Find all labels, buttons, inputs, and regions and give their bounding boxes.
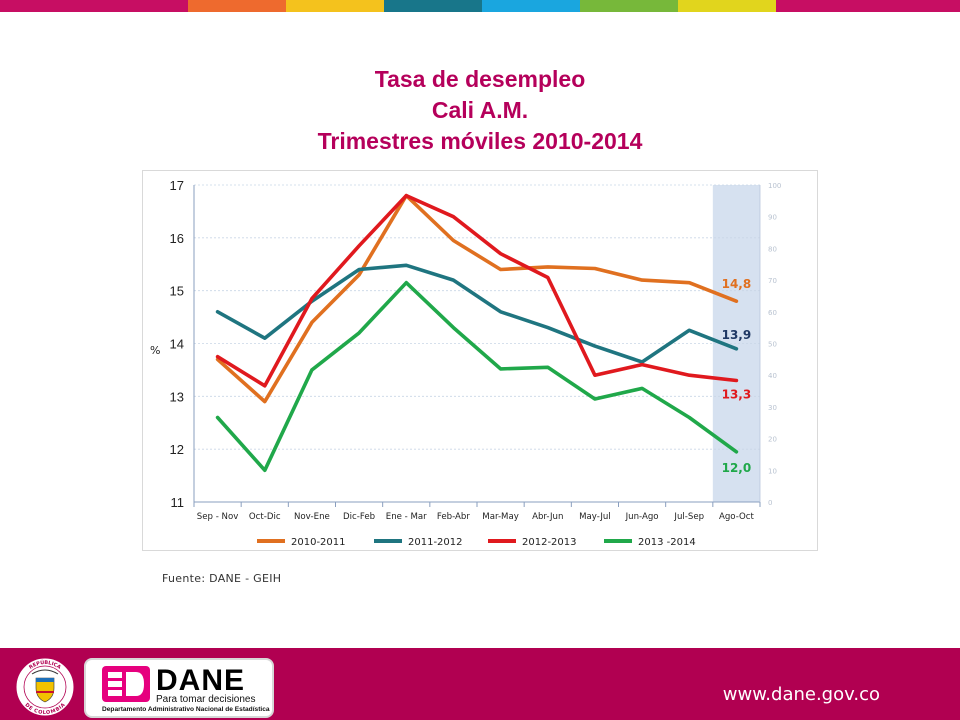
title-line-3: Trimestres móviles 2010-2014 <box>317 128 643 154</box>
top-bar-segment <box>384 0 482 12</box>
top-color-bar <box>0 0 960 12</box>
top-bar-segment <box>580 0 678 12</box>
colombia-shield-icon: REPÚBLICA DE COLOMBIA <box>15 657 75 717</box>
top-bar-segment <box>482 0 580 12</box>
source-note: Fuente: DANE - GEIH <box>162 572 282 585</box>
dane-logo-subtitle: Departamento Administrativo Nacional de … <box>102 706 270 713</box>
x-tick-label: Mar-May <box>482 512 519 522</box>
title-line-2: Cali A.M. <box>431 97 529 123</box>
x-tick-label: Jul-Sep <box>673 512 704 522</box>
y-tick-label: 16 <box>170 231 184 246</box>
data-label: 13,9 <box>722 328 752 342</box>
dane-logo-word: DANE <box>156 664 246 697</box>
secondary-tick-label: 20 <box>768 436 777 444</box>
x-tick-label: Jun-Ago <box>625 512 659 522</box>
top-bar-segment <box>678 0 776 12</box>
legend-label: 2010-2011 <box>291 537 346 548</box>
x-tick-label: Nov-Ene <box>294 512 330 522</box>
series-line-2010-2011 <box>215 193 739 404</box>
secondary-tick-label: 40 <box>768 372 777 380</box>
top-bar-segment <box>776 0 960 12</box>
svg-text:REPÚBLICA: REPÚBLICA <box>28 659 62 671</box>
secondary-tick-label: 10 <box>768 467 777 475</box>
secondary-tick-label: 90 <box>768 214 777 222</box>
top-bar-segment <box>0 0 188 12</box>
y-tick-label: 15 <box>170 284 184 299</box>
secondary-tick-label: 0 <box>768 499 772 507</box>
x-tick-label: Oct-Dic <box>249 512 281 522</box>
x-tick-label: May-Jul <box>579 512 611 522</box>
x-tick-label: Feb-Abr <box>437 512 470 522</box>
top-bar-segment <box>286 0 384 12</box>
y-tick-label: 12 <box>170 442 184 457</box>
secondary-tick-label: 80 <box>768 245 777 253</box>
secondary-tick-label: 100 <box>768 182 781 190</box>
legend-label: 2013 -2014 <box>638 537 696 548</box>
top-bar-segment <box>188 0 286 12</box>
data-label: 12,0 <box>722 461 752 475</box>
secondary-tick-label: 60 <box>768 309 777 317</box>
data-label: 14,8 <box>722 277 752 291</box>
y-tick-label: 11 <box>171 495 185 510</box>
dane-mark-icon <box>102 666 150 702</box>
y-tick-label: 17 <box>170 178 184 193</box>
title-line-1: Tasa de desempleo <box>374 66 586 92</box>
legend-label: 2011-2012 <box>408 537 463 548</box>
secondary-tick-label: 70 <box>768 277 777 285</box>
dane-logo-tagline: Para tomar decisiones <box>156 694 256 705</box>
series-line-2013-2014 <box>215 280 739 473</box>
series-line-2012-2013 <box>215 193 739 388</box>
secondary-tick-label: 50 <box>768 341 777 349</box>
y-axis-label: % <box>150 344 160 357</box>
x-tick-label: Ene - Mar <box>386 512 427 522</box>
page-title: Tasa de desempleo Cali A.M. Trimestres m… <box>130 64 830 157</box>
unemployment-line-chart: 11 12 13 14 15 16 17 0 10 20 30 40 50 60 70 80 90 100 Sep … <box>150 178 781 548</box>
x-tick-label: Ago-Oct <box>719 512 755 522</box>
y-tick-label: 13 <box>170 389 184 404</box>
y-tick-label: 14 <box>170 337 184 352</box>
series-line-2011-2012 <box>215 263 739 364</box>
chart-frame <box>142 170 818 551</box>
x-tick-label: Abr-Jun <box>532 512 563 522</box>
x-tick-label: Dic-Feb <box>343 512 375 522</box>
legend-label: 2012-2013 <box>522 537 577 548</box>
shield-text-top: REPÚBLICA <box>28 659 62 671</box>
x-tick-label: Sep - Nov <box>197 512 239 522</box>
data-label: 13,3 <box>722 387 752 401</box>
secondary-tick-label: 30 <box>768 404 777 412</box>
website-link[interactable]: www.dane.gov.co <box>722 684 880 705</box>
